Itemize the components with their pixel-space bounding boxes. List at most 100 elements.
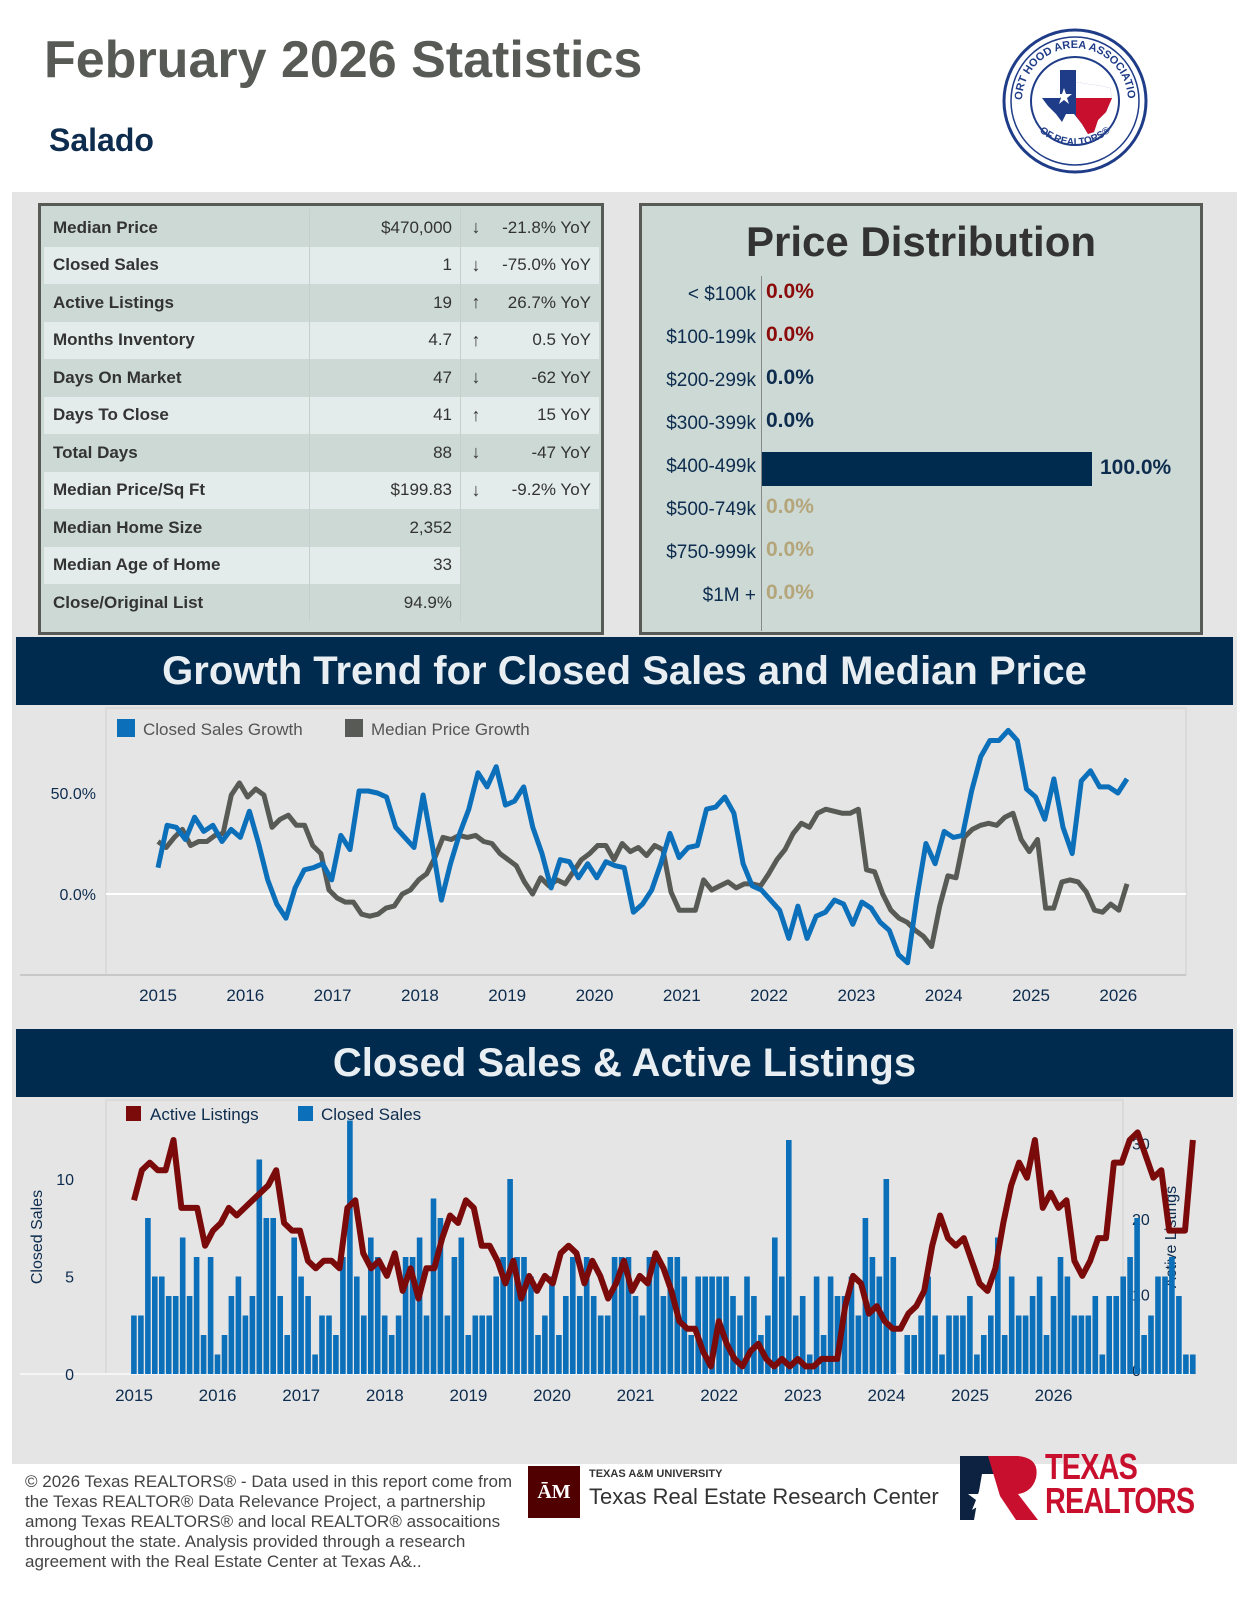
closed-sales-bar — [730, 1296, 736, 1374]
closed-sales-bar — [1008, 1276, 1015, 1374]
series-line-closed-sales-growth — [155, 727, 1130, 966]
closed-sales-bar — [597, 1315, 604, 1374]
closed-sales-bar — [186, 1296, 193, 1374]
tamu-mark-icon: ĀM — [528, 1466, 580, 1518]
stat-value: 41 — [309, 396, 461, 434]
closed-sales-bar — [855, 1315, 862, 1374]
x-tick-label: 2020 — [533, 1386, 571, 1405]
closed-sales-bar — [1085, 1315, 1092, 1374]
closed-sales-bar — [577, 1296, 583, 1374]
price-distribution-row: $1M + 0.0% — [642, 581, 1202, 611]
stats-row: Days To Close 41 ↑ 15 YoY — [44, 396, 599, 434]
closed-sales-bar — [911, 1335, 917, 1374]
closed-sales-bar — [479, 1315, 485, 1374]
closed-sales-bar — [744, 1276, 750, 1374]
x-tick-label: 2016 — [199, 1386, 237, 1405]
closed-sales-bar — [563, 1296, 569, 1374]
closed-sales-bar — [221, 1335, 228, 1374]
x-tick-label: 2026 — [1035, 1386, 1073, 1405]
stat-value: 94.9% — [309, 584, 461, 622]
closed-sales-bar — [200, 1335, 207, 1374]
y-tick-label: 0 — [65, 1367, 74, 1384]
closed-sales-bar — [625, 1257, 632, 1374]
closed-sales-bar — [611, 1257, 618, 1374]
closed-sales-bar — [772, 1237, 778, 1374]
texas-realtors-line1: TEXAS — [1045, 1446, 1138, 1487]
closed-sales-bar — [1015, 1315, 1022, 1374]
closed-sales-bar — [333, 1335, 339, 1374]
legend-swatch-closed-sales — [298, 1106, 313, 1121]
price-distribution-row: $300-399k 0.0% — [642, 409, 1202, 439]
stat-change: -21.8% YoY — [491, 209, 599, 247]
price-distribution-value: 0.0% — [766, 280, 814, 303]
stat-value: 1 — [309, 246, 461, 284]
closed-sales-bar — [1099, 1354, 1106, 1374]
price-range-label: $750-999k — [666, 542, 756, 563]
closed-sales-bar — [869, 1257, 876, 1374]
closed-sales-bar — [779, 1276, 785, 1374]
x-tick-label: 2021 — [617, 1386, 655, 1405]
stats-row: Median Home Size 2,352 — [44, 509, 599, 547]
closed-sales-bar — [995, 1237, 1001, 1374]
stat-label: Total Days — [44, 434, 310, 472]
texas-realtors-line2: REALTORS — [1045, 1480, 1195, 1521]
closed-sales-bar — [792, 1315, 799, 1374]
closed-sales-bar — [542, 1315, 548, 1374]
closed-sales-bar — [451, 1257, 458, 1374]
closed-sales-bar — [1162, 1276, 1168, 1374]
closed-sales-bar — [249, 1296, 256, 1374]
y-tick-label: 5 — [65, 1270, 74, 1287]
closed-sales-bar — [145, 1218, 151, 1374]
stat-change: -47 YoY — [491, 434, 599, 472]
x-tick-label: 2015 — [115, 1386, 153, 1405]
closed-sales-bar — [305, 1296, 311, 1374]
legend-swatch-active-listings — [126, 1106, 141, 1121]
stat-value: 88 — [309, 434, 461, 472]
closed-sales-bar — [988, 1315, 994, 1374]
x-tick-label: 2026 — [1099, 986, 1137, 1005]
closed-sales-bar — [570, 1257, 576, 1374]
price-range-label: $100-199k — [666, 327, 756, 348]
stat-change: 0.5 YoY — [491, 321, 599, 359]
closed-sales-bar — [374, 1257, 381, 1374]
price-range-label: $200-299k — [666, 370, 756, 391]
arrow-up-icon: ↑ — [460, 321, 491, 359]
closed-sales-bar — [500, 1257, 506, 1374]
closed-sales-bar — [618, 1257, 625, 1374]
tamu-small-text: TEXAS A&M UNIVERSITY — [589, 1468, 723, 1480]
stats-row: Closed Sales 1 ↓ -75.0% YoY — [44, 246, 599, 284]
price-range-label: $300-399k — [666, 413, 756, 434]
closed-sales-bar — [834, 1296, 841, 1374]
stat-value: 47 — [309, 359, 461, 397]
closed-sales-bar — [347, 1120, 353, 1374]
closed-sales-bar — [1001, 1335, 1008, 1374]
closed-sales-bar — [319, 1315, 325, 1374]
closed-sales-bar — [604, 1315, 611, 1374]
arrow-down-icon: ↓ — [460, 359, 491, 397]
closed-sales-bar — [437, 1218, 444, 1374]
closed-sales-bar — [535, 1335, 541, 1374]
stat-empty — [460, 509, 599, 547]
closed-sales-bar — [179, 1237, 186, 1374]
x-tick-label: 2020 — [576, 986, 614, 1005]
stat-label: Median Price — [44, 209, 310, 247]
page-title: February 2026 Statistics — [44, 31, 643, 89]
stat-label: Days On Market — [44, 359, 310, 397]
closed-sales-bar — [493, 1276, 499, 1374]
closed-sales-bar — [827, 1276, 834, 1374]
x-tick-label: 2025 — [1012, 986, 1050, 1005]
closed-sales-bar — [256, 1159, 263, 1374]
closed-sales-bar — [1148, 1315, 1154, 1374]
closed-sales-bar — [159, 1276, 165, 1374]
closed-sales-bar — [381, 1315, 388, 1374]
closed-sales-bar — [263, 1218, 270, 1374]
price-distribution-row: < $100k 0.0% — [642, 280, 1202, 310]
closed-sales-bar — [430, 1198, 437, 1374]
closed-sales-bar — [890, 1257, 897, 1374]
closed-sales-bar — [165, 1296, 172, 1374]
closed-sales-bar — [583, 1257, 590, 1374]
price-distribution-row: $100-199k 0.0% — [642, 323, 1202, 353]
closed-sales-bar — [1155, 1276, 1161, 1374]
closed-sales-bar — [444, 1315, 451, 1374]
legend-swatch-closed-sales-growth — [117, 719, 135, 737]
